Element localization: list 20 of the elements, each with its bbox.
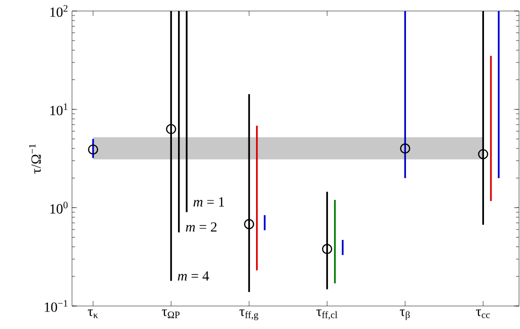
- x-tick-label: τ$_{ΩP}$: [162, 310, 180, 318]
- y-tick-label: 10$^{2}$: [50, 5, 68, 17]
- y-axis-title: τ/Ω$^{−1}$: [29, 144, 41, 174]
- annotation: m = 4: [178, 271, 210, 280]
- x-tick-label: τ$_{κ}$: [88, 310, 98, 318]
- point: [244, 219, 254, 230]
- y-tick-label: 10$^{0}$: [50, 202, 68, 214]
- point: [166, 124, 176, 134]
- x-tick-label: τ$_{β}$: [400, 310, 410, 320]
- x-tick-label: τ$_{ff,g}$: [240, 310, 258, 320]
- point: [322, 244, 332, 254]
- point: [400, 143, 410, 154]
- y-tick-label: 10$^{−1}$: [44, 300, 68, 312]
- point: [478, 149, 488, 160]
- annotation: m = 2: [186, 222, 217, 232]
- x-tick-label: τ$_{ff,cl}$: [316, 310, 338, 320]
- y-tick-label: 10$^{1}$: [50, 103, 68, 116]
- x-tick-label: τ$_{cc}$: [476, 310, 490, 318]
- annotation: m = 1: [194, 197, 224, 206]
- point: [88, 144, 98, 155]
